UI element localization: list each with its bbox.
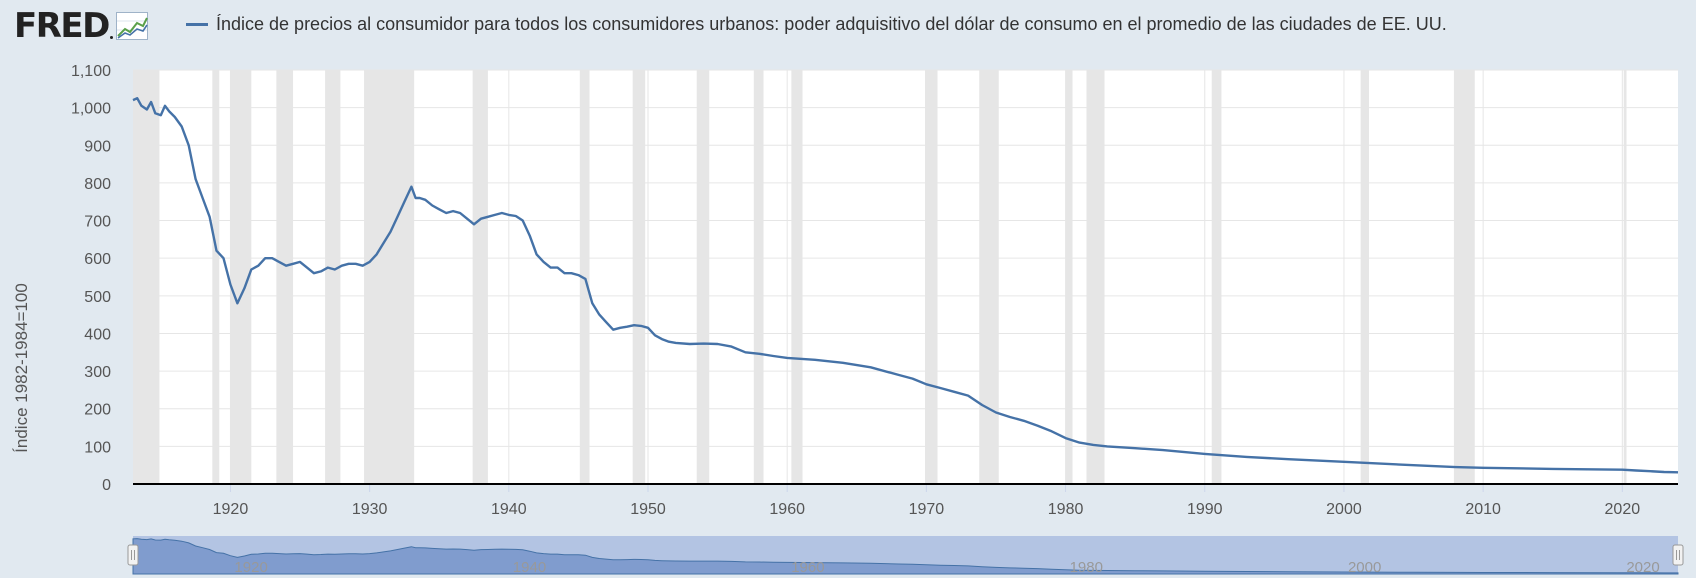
y-tick-label: 100 xyxy=(84,439,111,456)
x-tick-label: 2000 xyxy=(1326,501,1362,518)
y-tick-label: 1,100 xyxy=(71,63,111,80)
recession-band xyxy=(1360,70,1369,484)
recession-band xyxy=(1065,70,1073,484)
x-tick-label: 1970 xyxy=(909,501,945,518)
recession-band xyxy=(924,70,938,484)
recession-band xyxy=(230,70,252,484)
recession-band xyxy=(632,70,646,484)
plot-area: 0 100 200 300 400 500 600 700 800 900 1,000 1,100 19… xyxy=(71,63,1679,518)
y-tick-label: 1,000 xyxy=(71,101,111,118)
navigator-right-handle[interactable] xyxy=(1672,544,1684,566)
recession-band xyxy=(979,70,999,484)
navigator-left-handle[interactable] xyxy=(127,544,139,566)
navigator-tick-label: 2020 xyxy=(1626,559,1659,576)
y-tick-label: 400 xyxy=(84,326,111,343)
fred-logo[interactable]: FRED xyxy=(14,6,148,46)
recession-band xyxy=(133,70,160,484)
recession-band xyxy=(1453,70,1475,484)
recession-band xyxy=(579,70,590,484)
navigator-tick-label: 1940 xyxy=(513,559,546,576)
y-axis-title: Índice 1982-1984=100 xyxy=(12,283,31,453)
y-tick-label: 900 xyxy=(84,138,111,155)
handle-body[interactable] xyxy=(1672,544,1684,566)
recession-band xyxy=(364,70,415,484)
recession-band xyxy=(472,70,488,484)
y-tick-label: 0 xyxy=(102,477,111,494)
x-tick-label: 1940 xyxy=(491,501,527,518)
y-tick-label: 500 xyxy=(84,289,111,306)
legend-series-label: Índice de precios al consumidor para tod… xyxy=(216,14,1447,34)
legend-series-swatch xyxy=(186,23,208,26)
recession-band xyxy=(1086,70,1105,484)
handle-body[interactable] xyxy=(127,544,139,566)
navigator-tick-label: 1920 xyxy=(234,559,267,576)
x-tick-label: 1960 xyxy=(769,501,805,518)
y-tick-label: 800 xyxy=(84,176,111,193)
x-tick-label: 1930 xyxy=(352,501,388,518)
recession-band xyxy=(1623,70,1627,484)
y-tick-label: 300 xyxy=(84,364,111,381)
recession-band xyxy=(1211,70,1222,484)
recession-band xyxy=(325,70,341,484)
y-tick-label: 600 xyxy=(84,251,111,268)
x-tick-label: 1990 xyxy=(1187,501,1223,518)
logo-text: FRED xyxy=(14,6,110,46)
recession-band xyxy=(791,70,803,484)
recession-band xyxy=(753,70,764,484)
navigator-series-area xyxy=(132,538,1679,575)
recession-band xyxy=(276,70,294,484)
navigator-tick-label: 1960 xyxy=(791,559,824,576)
chart-legend[interactable]: Índice de precios al consumidor para tod… xyxy=(186,14,1447,35)
x-tick-label: 1920 xyxy=(213,501,249,518)
chart-header: FRED Índice de precios al consumidor par… xyxy=(0,0,1696,52)
series-line xyxy=(132,97,1679,474)
recession-band xyxy=(696,70,710,484)
x-tick-label: 2010 xyxy=(1465,501,1501,518)
recession-band xyxy=(212,70,220,484)
y-tick-label: 700 xyxy=(84,214,111,231)
y-tick-label: 200 xyxy=(84,402,111,419)
x-tick-label: 2020 xyxy=(1605,501,1641,518)
x-tick-label: 1950 xyxy=(630,501,666,518)
navigator-tick-label: 2000 xyxy=(1348,559,1381,576)
logo-registered-dot xyxy=(109,35,113,39)
x-tick-label: 1980 xyxy=(1048,501,1084,518)
navigator[interactable]: 1920 1940 1960 1980 2000 2020 xyxy=(127,536,1684,576)
line-chart-icon xyxy=(115,12,148,40)
chart-svg: 0 100 200 300 400 500 600 700 800 900 1,000 1,100 19… xyxy=(71,63,1684,576)
navigator-tick-label: 1980 xyxy=(1070,559,1103,576)
